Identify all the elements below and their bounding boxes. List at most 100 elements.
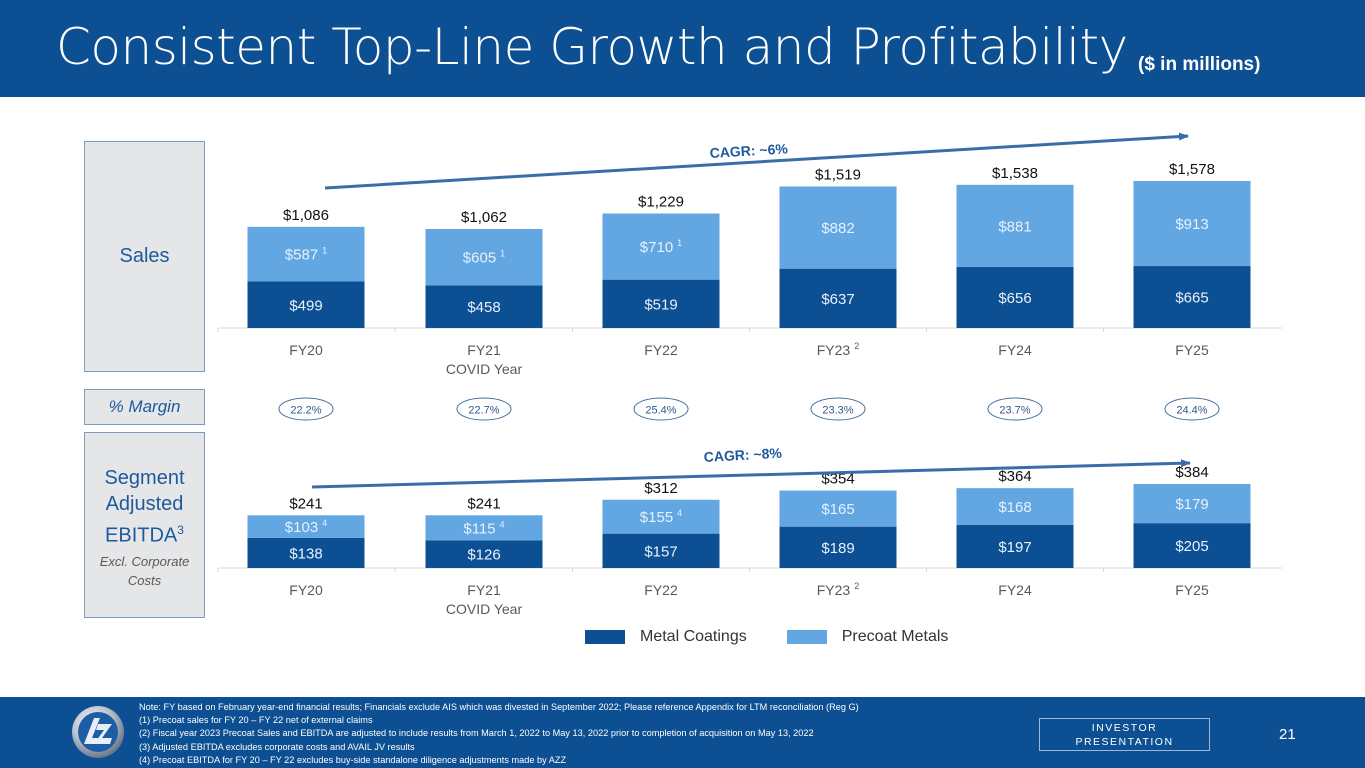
x-axis-tick-label: FY23 2	[817, 341, 859, 358]
bar-total-label: $1,086	[283, 207, 329, 224]
charts-canvas: $499 $587 1 $1,086 FY20 $458 $605 1 $1,062 FY21 CO…	[217, 132, 1282, 617]
header-bar: Consistent Top-Line Growth and Profitabi…	[0, 0, 1365, 97]
x-axis-tick-label: FY22	[644, 582, 678, 598]
bar-value-label: $710 1	[640, 238, 682, 256]
footnote-3: (3) Adjusted EBITDA excludes corporate c…	[139, 741, 415, 752]
chart-legend: Metal Coatings Precoat Metals	[585, 628, 988, 646]
margin-ellipse	[456, 397, 512, 421]
bar-precoat-metals	[247, 515, 365, 538]
ebitda-label-line1: Segment	[104, 467, 185, 489]
margin-value: 24.4%	[1176, 405, 1207, 417]
bar-value-label: $458	[467, 299, 500, 316]
bar-total-label: $364	[998, 468, 1031, 485]
bar-value-label: $197	[998, 539, 1031, 556]
bar-metal-coatings	[425, 285, 543, 328]
cagr-arrow	[324, 132, 1189, 190]
bar-total-label: $241	[467, 495, 500, 512]
cagr-label: CAGR: ~6%	[709, 140, 789, 161]
x-axis-tick-label: FY23 2	[817, 581, 859, 598]
bar-value-label: $179	[1175, 496, 1208, 513]
bar-value-label: $519	[644, 296, 677, 313]
x-axis-tick-label: FY21	[467, 342, 501, 358]
ebitda-label-text: EBITDA	[105, 524, 178, 547]
bar-value-label: $882	[821, 220, 854, 237]
x-axis-sublabel: COVID Year	[446, 601, 523, 617]
legend-label-metal-coatings: Metal Coatings	[640, 628, 747, 645]
sales-chart: $499 $587 1 $1,086 FY20 $458 $605 1 $1,062 FY21 CO…	[217, 132, 1282, 377]
bar-value-label: $157	[644, 543, 677, 560]
units-label: ($ in millions)	[1138, 54, 1261, 75]
ebitda-sublabel: Excl. Corporate Costs	[99, 553, 190, 588]
margin-ellipse	[987, 397, 1043, 421]
footnote-1: (1) Precoat sales for FY 20 – FY 22 net …	[139, 715, 373, 726]
bar-total-label: $1,062	[461, 209, 507, 226]
badge-line2: PRESENTATION	[1075, 736, 1174, 748]
bar-total-label: $312	[644, 480, 677, 497]
margin-value: 23.3%	[822, 405, 853, 417]
bar-precoat-metals	[1133, 484, 1251, 524]
bar-value-label: $115 4	[463, 519, 504, 537]
margin-ellipse	[810, 397, 866, 421]
x-axis-tick-label: FY24	[998, 342, 1032, 358]
bar-total-label: $1,519	[815, 166, 861, 183]
ebitda-label-line3: EBITDA3	[85, 517, 204, 549]
x-axis-tick-label: FY22	[644, 342, 678, 358]
ebitda-label-line2: Adjusted	[105, 493, 184, 515]
bar-precoat-metals	[425, 515, 543, 541]
bar-value-label: $499	[289, 297, 322, 314]
bar-precoat-metals	[425, 228, 543, 286]
bar-total-label: $354	[821, 471, 854, 488]
legend-swatch-metal-coatings	[585, 630, 625, 644]
ebitda-label-box: Segment Adjusted EBITDA3 Excl. Corporate…	[84, 432, 205, 618]
margin-value: 22.7%	[468, 405, 499, 417]
bar-value-label: $881	[998, 218, 1031, 235]
investor-presentation-badge: INVESTOR PRESENTATION	[1039, 718, 1210, 751]
margin-value: 25.4%	[645, 405, 676, 417]
bar-value-label: $913	[1175, 216, 1208, 233]
bar-total-label: $241	[289, 495, 322, 512]
page-number: 21	[1279, 726, 1296, 743]
bar-value-label: $168	[998, 499, 1031, 516]
margin-label: % Margin	[108, 397, 181, 416]
cagr-arrow	[311, 459, 1191, 489]
bar-metal-coatings	[1133, 266, 1251, 328]
ebitda-chart: $138 $103 4 $241 FY20 $126 $115 4 $241 FY21 COVID …	[217, 445, 1282, 617]
margin-value: 23.7%	[999, 405, 1030, 417]
legend-label-precoat-metals: Precoat Metals	[841, 628, 949, 645]
legend-item-metal-coatings: Metal Coatings	[585, 628, 747, 646]
bar-total-label: $1,538	[992, 165, 1038, 182]
bar-value-label: $587 1	[285, 246, 327, 264]
bar-value-label: $138	[289, 545, 322, 562]
legend-swatch-precoat-metals	[786, 630, 827, 644]
footnote-4: (4) Precoat EBITDA for FY 20 – FY 22 exc…	[139, 754, 567, 765]
x-axis-tick-label: FY24	[998, 582, 1032, 598]
bar-precoat-metals	[602, 499, 720, 534]
bar-total-label: $1,229	[638, 194, 684, 211]
bar-precoat-metals	[779, 490, 897, 527]
bar-value-label: $637	[821, 291, 854, 308]
x-axis-tick-label: FY21	[467, 582, 501, 598]
bar-metal-coatings	[247, 537, 365, 568]
margin-label-box: % Margin	[84, 389, 205, 425]
bar-metal-coatings	[779, 268, 897, 328]
bar-value-label: $605 1	[463, 249, 505, 267]
bar-value-label: $656	[998, 290, 1031, 307]
bar-metal-coatings	[247, 281, 365, 328]
margin-value: 22.2%	[290, 405, 321, 417]
footer-bar	[0, 697, 1365, 768]
bar-metal-coatings	[779, 526, 897, 568]
bar-value-label: $126	[467, 547, 500, 564]
footnotes: Note: FY based on February year-end fina…	[139, 701, 859, 767]
sales-label-box: Sales	[84, 141, 205, 372]
bar-precoat-metals	[956, 184, 1074, 267]
x-axis-tick-label: FY25	[1175, 342, 1209, 358]
margin-ellipse	[278, 397, 334, 421]
bar-total-label: $1,578	[1169, 161, 1215, 178]
page-title: Consistent Top-Line Growth and Profitabi…	[56, 18, 1128, 76]
bar-precoat-metals	[956, 488, 1074, 525]
bar-metal-coatings	[956, 524, 1074, 568]
bar-precoat-metals	[602, 213, 720, 280]
x-axis-tick-label: FY20	[289, 342, 323, 358]
bar-metal-coatings	[956, 266, 1074, 328]
bar-metal-coatings	[425, 540, 543, 568]
